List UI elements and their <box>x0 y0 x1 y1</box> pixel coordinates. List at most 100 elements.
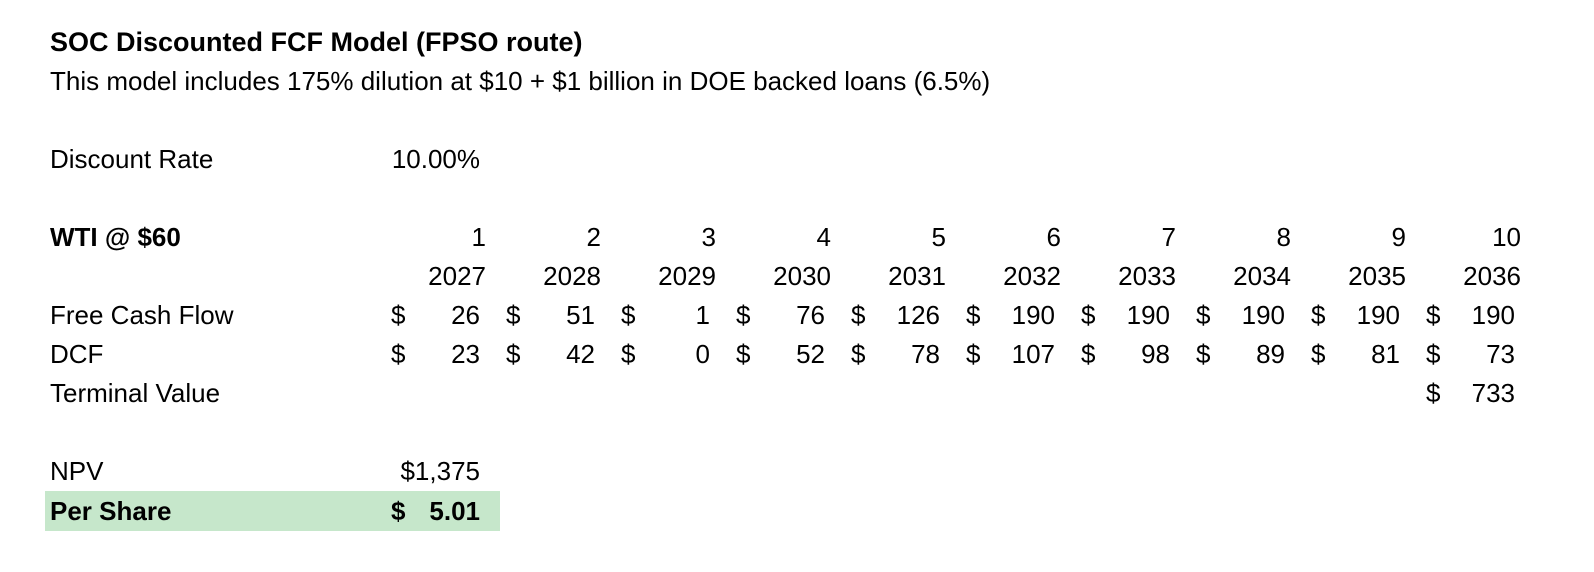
dcf-value: 89 <box>1256 339 1285 369</box>
terminal-value-label: Terminal Value <box>50 378 221 408</box>
dcf-cell: $42 <box>500 339 615 370</box>
currency-symbol: $ <box>506 300 521 330</box>
fcf-value: 190 <box>1356 300 1400 330</box>
fcf-cell: $26 <box>385 300 500 331</box>
currency-symbol: $ <box>391 495 406 526</box>
fcf-value: 1 <box>695 300 710 330</box>
year-header-row: 2027 2028 2029 2030 2031 2032 2033 2034 … <box>45 257 1535 296</box>
per-share-value: 5.01 <box>429 495 480 526</box>
period-cell: 8 <box>1276 222 1291 252</box>
spacer-row <box>45 179 1535 218</box>
currency-symbol: $ <box>1311 339 1326 369</box>
year-cell: 2029 <box>658 261 716 291</box>
fcf-value: 190 <box>1471 300 1515 330</box>
currency-symbol: $ <box>1196 339 1211 369</box>
fcf-value: 126 <box>896 300 940 330</box>
fcf-value: 190 <box>1126 300 1170 330</box>
dcf-cell: $89 <box>1190 339 1305 370</box>
discount-rate-value: 10.00% <box>391 144 480 174</box>
subtitle-row: This model includes 175% dilution at $10… <box>45 62 1535 101</box>
dcf-cell: $52 <box>730 339 845 370</box>
dcf-cell: $78 <box>845 339 960 370</box>
fcf-cell: $126 <box>845 300 960 331</box>
currency-symbol: $ <box>1311 300 1326 330</box>
fcf-cell: $190 <box>1420 300 1535 331</box>
currency-symbol: $ <box>1196 300 1211 330</box>
dcf-row: DCF $23 $42 $0 $52 $78 $107 $98 $89 $81 … <box>45 335 1535 374</box>
period-cell: 6 <box>1046 222 1061 252</box>
year-cell: 2033 <box>1118 261 1176 291</box>
fcf-cell: $76 <box>730 300 845 331</box>
currency-symbol: $ <box>621 300 636 330</box>
currency-symbol: $ <box>851 300 866 330</box>
dcf-cell: $23 <box>385 339 500 370</box>
spacer-row <box>45 413 1535 452</box>
fcf-value: 51 <box>566 300 595 330</box>
currency-symbol: $ <box>506 339 521 369</box>
fcf-value: 190 <box>1241 300 1285 330</box>
npv-row: NPV $1,375 <box>45 452 1535 491</box>
npv-label: NPV <box>50 456 104 486</box>
year-cell: 2032 <box>1003 261 1061 291</box>
dcf-label: DCF <box>50 339 104 369</box>
year-cell: 2028 <box>543 261 601 291</box>
fcf-cell: $51 <box>500 300 615 331</box>
currency-symbol: $ <box>621 339 636 369</box>
fcf-cell: $1 <box>615 300 730 331</box>
currency-symbol: $ <box>736 300 751 330</box>
dcf-value: 107 <box>1011 339 1055 369</box>
scenario-label: WTI @ $60 <box>50 222 181 252</box>
terminal-value-row: Terminal Value $733 <box>45 374 1535 413</box>
dcf-value: 23 <box>451 339 480 369</box>
dcf-cell: $81 <box>1305 339 1420 370</box>
dcf-cell: $107 <box>960 339 1075 370</box>
model-title: SOC Discounted FCF Model (FPSO route) <box>50 27 583 57</box>
free-cash-flow-row: Free Cash Flow $26 $51 $1 $76 $126 $190 … <box>45 296 1535 335</box>
currency-symbol: $ <box>966 300 981 330</box>
dcf-model-sheet: SOC Discounted FCF Model (FPSO route) Th… <box>45 23 1535 531</box>
year-cell: 2035 <box>1348 261 1406 291</box>
period-cell: 3 <box>701 222 716 252</box>
model-subtitle: This model includes 175% dilution at $10… <box>50 66 991 96</box>
spacer-row <box>45 101 1535 140</box>
currency-symbol: $ <box>1426 300 1441 330</box>
period-cell: 2 <box>586 222 601 252</box>
discount-rate-row: Discount Rate 10.00% <box>45 140 1535 179</box>
fcf-value: 190 <box>1011 300 1055 330</box>
period-cell: 1 <box>471 222 486 252</box>
year-cell: 2030 <box>773 261 831 291</box>
currency-symbol: $ <box>391 300 406 330</box>
dcf-value: 73 <box>1486 339 1515 369</box>
dcf-value: 81 <box>1371 339 1400 369</box>
fcf-value: 26 <box>451 300 480 330</box>
year-cell: 2036 <box>1463 261 1521 291</box>
dcf-cell: $98 <box>1075 339 1190 370</box>
dcf-value: 52 <box>796 339 825 369</box>
currency-symbol: $ <box>736 339 751 369</box>
npv-value: $1,375 <box>400 456 480 486</box>
dcf-cell: $0 <box>615 339 730 370</box>
fcf-cell: $190 <box>960 300 1075 331</box>
terminal-value: 733 <box>1471 378 1515 408</box>
currency-symbol: $ <box>1081 300 1096 330</box>
year-cell: 2034 <box>1233 261 1291 291</box>
per-share-value-cell: $5.01 <box>385 496 500 527</box>
period-cell: 5 <box>931 222 946 252</box>
fcf-value: 76 <box>796 300 825 330</box>
fcf-cell: $190 <box>1075 300 1190 331</box>
currency-symbol: $ <box>1081 339 1096 369</box>
dcf-value: 78 <box>911 339 940 369</box>
currency-symbol: $ <box>966 339 981 369</box>
period-cell: 7 <box>1161 222 1176 252</box>
currency-symbol: $ <box>391 339 406 369</box>
year-cell: 2027 <box>428 261 486 291</box>
discount-rate-label: Discount Rate <box>50 144 214 174</box>
currency-symbol: $ <box>1426 378 1441 408</box>
currency-symbol: $ <box>1426 339 1441 369</box>
period-cell: 10 <box>1492 222 1521 252</box>
fcf-label: Free Cash Flow <box>50 300 234 330</box>
year-cell: 2031 <box>888 261 946 291</box>
dcf-value: 42 <box>566 339 595 369</box>
terminal-value-cell: $733 <box>1420 378 1535 409</box>
per-share-row: Per Share $5.01 <box>45 491 500 531</box>
